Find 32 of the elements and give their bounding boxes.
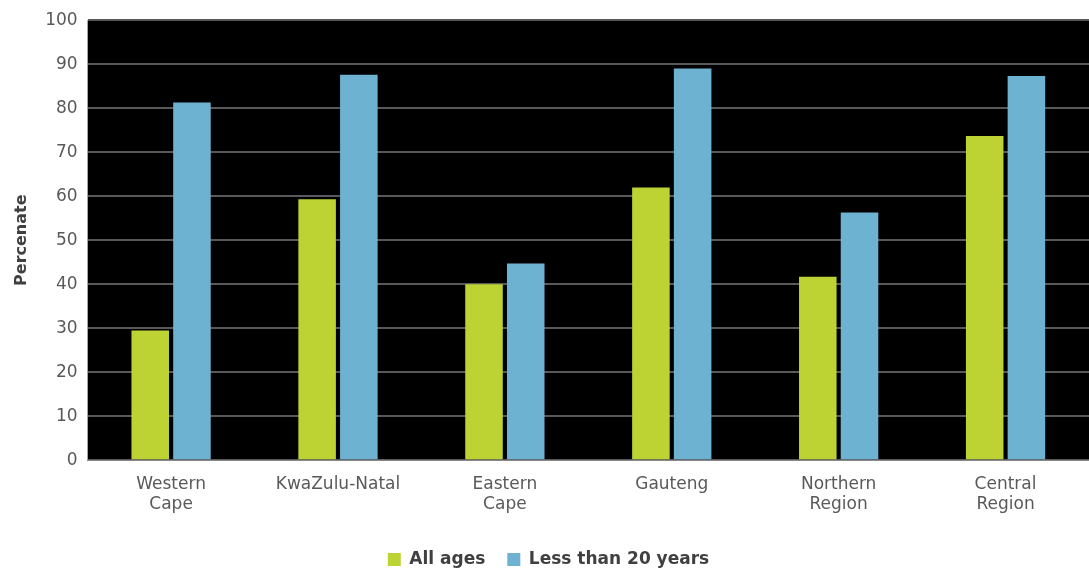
x-tick-label: Western Cape xyxy=(136,472,206,514)
x-tick-label: Gauteng xyxy=(635,472,709,493)
bar xyxy=(840,212,879,460)
x-tick-label: Central Region xyxy=(974,472,1037,514)
bar xyxy=(298,199,336,460)
y-tick-label: 50 xyxy=(56,228,78,249)
y-tick-label: 40 xyxy=(56,272,78,293)
legend-label: All ages xyxy=(409,547,486,568)
y-tick-label: 20 xyxy=(56,360,78,381)
bar xyxy=(632,187,670,460)
x-tick-label: Northern Region xyxy=(800,472,877,514)
legend-label: Less than 20 years xyxy=(528,547,710,568)
y-tick-label: 60 xyxy=(56,184,78,205)
y-tick-label: 90 xyxy=(56,52,78,73)
bar xyxy=(173,102,211,460)
y-tick-label: 70 xyxy=(56,140,78,161)
y-tick-label: 0 xyxy=(66,448,78,469)
bar xyxy=(340,74,378,460)
y-tick-label: 30 xyxy=(56,316,78,337)
bar xyxy=(131,330,170,460)
bar xyxy=(465,284,503,460)
y-tick-label: 10 xyxy=(56,404,78,425)
bar xyxy=(673,68,712,460)
bar xyxy=(799,276,837,460)
bar xyxy=(965,135,1004,460)
y-tick-label: 80 xyxy=(56,96,78,117)
x-tick-label: Eastern Cape xyxy=(472,472,538,514)
bar xyxy=(1007,76,1046,460)
x-tick-label: KwaZulu-Natal xyxy=(275,472,401,493)
y-tick-label: 100 xyxy=(45,8,78,29)
y-axis-title: Percenate xyxy=(10,194,30,286)
bar xyxy=(506,263,545,460)
